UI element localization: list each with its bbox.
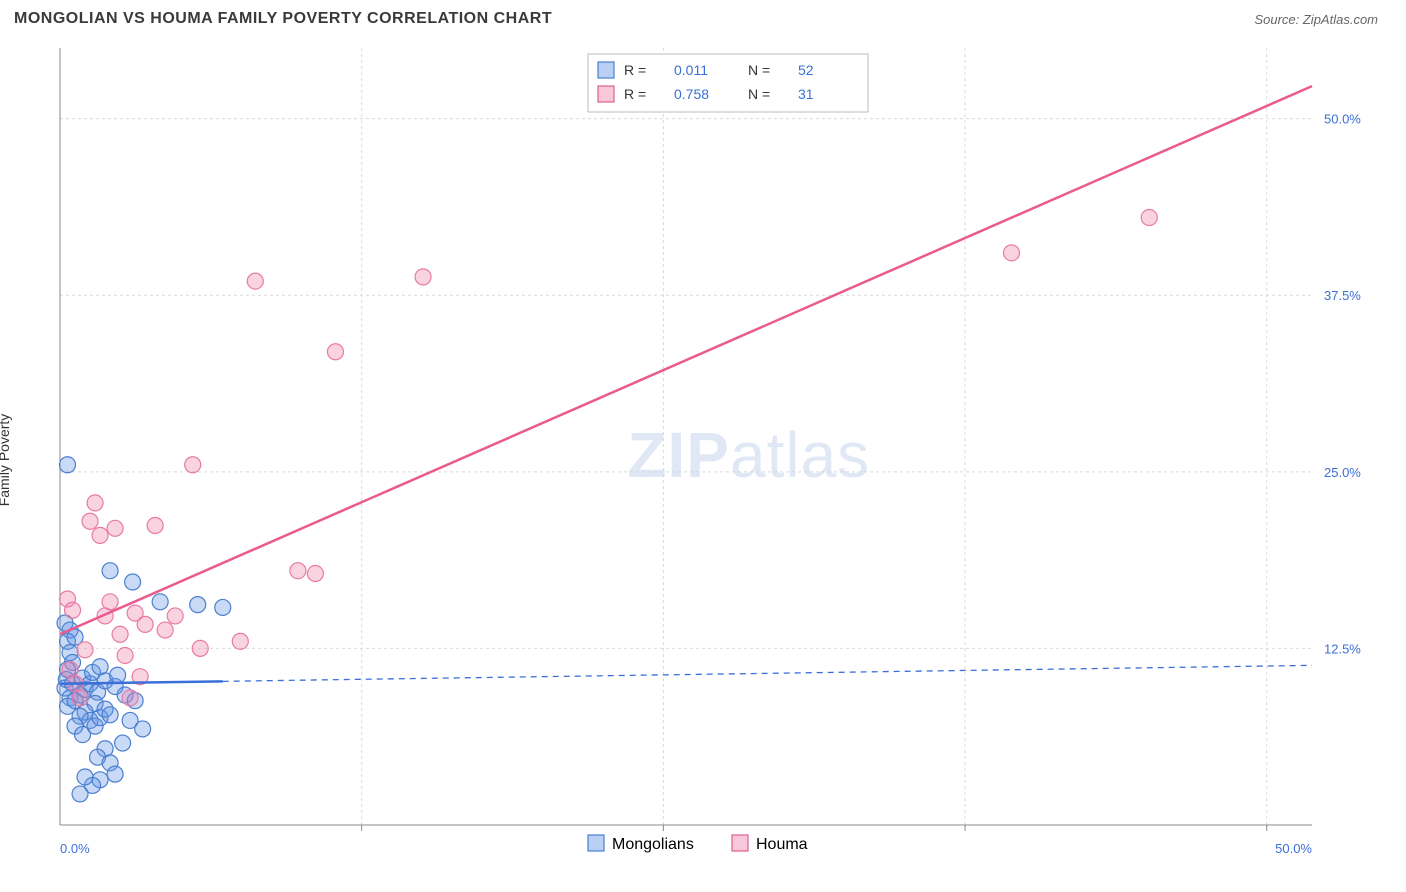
data-point-houma (185, 457, 201, 473)
data-point-mongolians (102, 563, 118, 579)
chart-area: Family Poverty ZIPatlas 12.5%25.0%37.5%5… (14, 40, 1392, 880)
legend-n-value: 52 (798, 62, 814, 78)
y-tick-label: 25.0% (1324, 465, 1361, 480)
chart-header: MONGOLIAN VS HOUMA FAMILY POVERTY CORREL… (0, 0, 1406, 32)
legend-n-label: N = (748, 86, 770, 102)
legend-swatch (598, 62, 614, 78)
data-point-mongolians (107, 766, 123, 782)
data-point-houma (122, 690, 138, 706)
data-point-mongolians (72, 786, 88, 802)
bottom-legend-label: Mongolians (612, 836, 694, 853)
y-tick-label: 12.5% (1324, 641, 1361, 656)
data-point-mongolians (215, 599, 231, 615)
y-tick-label: 37.5% (1324, 288, 1361, 303)
regression-line-mongolians-dashed (223, 665, 1312, 681)
data-point-houma (137, 616, 153, 632)
data-point-houma (72, 690, 88, 706)
data-point-houma (112, 626, 128, 642)
x-tick-label-right: 50.0% (1275, 841, 1312, 856)
data-point-houma (102, 594, 118, 610)
data-point-houma (147, 518, 163, 534)
data-point-houma (167, 608, 183, 624)
scatter-plot: ZIPatlas 12.5% 25.0% 37.5% 50.0% 0.0% 50.0% R… (52, 40, 1392, 880)
data-point-houma (87, 495, 103, 511)
legend-r-value: 0.758 (674, 86, 709, 102)
data-point-houma (65, 602, 81, 618)
data-point-mongolians (102, 707, 118, 723)
bottom-legend-label: Houma (756, 836, 808, 853)
bottom-legend-swatch (732, 835, 748, 851)
data-point-mongolians (60, 457, 76, 473)
data-point-houma (117, 647, 133, 663)
data-point-houma (107, 520, 123, 536)
data-point-mongolians (110, 667, 126, 683)
data-point-houma (77, 642, 93, 658)
source-label: Source: ZipAtlas.com (1254, 12, 1378, 27)
data-point-houma (247, 273, 263, 289)
legend-n-value: 31 (798, 86, 814, 102)
data-point-houma (92, 527, 108, 543)
y-tick-label: 50.0% (1324, 112, 1361, 127)
data-point-houma (327, 344, 343, 360)
data-point-houma (307, 566, 323, 582)
y-axis-label: Family Poverty (0, 414, 12, 507)
legend-r-label: R = (624, 86, 646, 102)
legend-r-value: 0.011 (674, 62, 708, 78)
data-point-mongolians (135, 721, 151, 737)
regression-line-houma (60, 86, 1312, 634)
data-point-mongolians (152, 594, 168, 610)
data-point-houma (232, 633, 248, 649)
legend-r-label: R = (624, 62, 646, 78)
legend-n-label: N = (748, 62, 770, 78)
data-point-mongolians (190, 597, 206, 613)
data-point-houma (1141, 210, 1157, 226)
bottom-legend-swatch (588, 835, 604, 851)
data-point-houma (290, 563, 306, 579)
legend-swatch (598, 86, 614, 102)
data-point-mongolians (115, 735, 131, 751)
x-tick-label-left: 0.0% (60, 841, 90, 856)
data-point-houma (157, 622, 173, 638)
data-point-houma (192, 640, 208, 656)
data-point-mongolians (125, 574, 141, 590)
data-point-houma (82, 513, 98, 529)
chart-title: MONGOLIAN VS HOUMA FAMILY POVERTY CORREL… (14, 10, 552, 28)
data-point-houma (415, 269, 431, 285)
watermark: ZIPatlas (627, 419, 870, 491)
data-point-mongolians (77, 769, 93, 785)
data-point-houma (1004, 245, 1020, 261)
